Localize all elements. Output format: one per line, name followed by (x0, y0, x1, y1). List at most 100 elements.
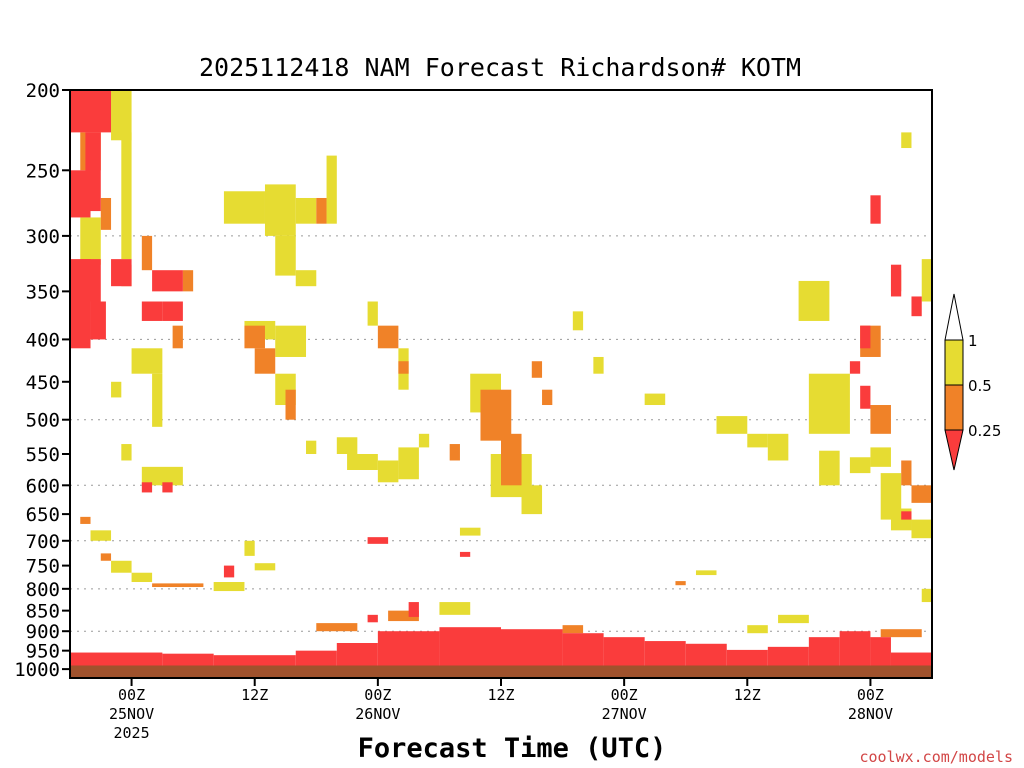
cell-ri-0-25-0-5-26 (911, 485, 932, 503)
cell-ri-0-25-28 (336, 643, 378, 666)
x-tick-label-36-0: 12Z (487, 686, 514, 704)
cell-ri-0-5-1-5 (152, 373, 163, 427)
cell-ri-0-5-1-25 (347, 453, 378, 470)
cell-ri-0-5-1-40 (767, 433, 789, 461)
cell-ri-0-25-33 (603, 637, 645, 666)
cell-ri-0-25-0-5-4 (100, 553, 112, 561)
y-tick-label-650: 650 (26, 504, 60, 526)
cell-ri-0-25-10 (141, 482, 153, 493)
y-tick-label-550: 550 (26, 444, 60, 466)
cell-ri-0-5-1-37 (644, 393, 666, 406)
cell-ri-0-5-1-24 (336, 437, 358, 454)
cell-ri-0-25-4 (80, 259, 101, 302)
cell-ri-0-25-5 (90, 301, 106, 340)
cell-ri-0-25-0-5-7 (141, 235, 153, 271)
cell-ri-0-25-25 (162, 653, 214, 666)
cell-ri-0-5-1-0 (111, 90, 132, 141)
cell-ri-0-5-1-54 (747, 625, 768, 634)
y-tick-label-950: 950 (26, 641, 60, 663)
cell-ri-0-25-20 (860, 325, 871, 349)
plot-area (69, 89, 933, 679)
cell-ri-0-25-0-5-20 (562, 625, 584, 634)
cell-ri-0-5-1-15 (264, 184, 296, 236)
cell-ri-0-5-1-46 (880, 473, 902, 520)
cell-ri-0-5-1-50 (921, 259, 932, 302)
cell-ri-0-5-1-20 (275, 325, 307, 357)
cell-ri-0-5-1-3 (131, 348, 163, 374)
cell-ri-0-5-1-10 (131, 572, 153, 583)
cell-ri-0-25-9 (162, 301, 183, 321)
cell-ri-0-25-40 (870, 637, 891, 666)
y-axis: 200 250 300 350 400 450 500 550 600 650 700 7508008… (14, 80, 70, 681)
cell-ri-0-25-0-5-25 (901, 460, 912, 486)
y-tick-label-750: 750 (26, 556, 60, 578)
cell-ri-0-5-1-39 (747, 433, 768, 448)
x-tick-label-72-0: 00Z (857, 686, 884, 704)
cell-ri-0-25-0-5-5 (172, 325, 183, 349)
y-tick-label-250: 250 (26, 160, 60, 182)
cell-ri-0-25-14 (367, 537, 389, 544)
y-tick-label-200: 200 (26, 80, 60, 102)
cell-ri-0-5-1-43 (819, 450, 840, 486)
cell-ri-0-5-1-14 (223, 191, 265, 224)
cell-ri-0-25-34 (644, 641, 686, 666)
cell-ri-0-5-1-41 (798, 280, 830, 321)
cell-ri-0-25-36 (726, 649, 768, 666)
cell-ri-0-25-0-5-29 (388, 610, 419, 622)
cell-ri-0-25-8 (152, 270, 183, 292)
cell-ri-0-25-0-5-19 (542, 389, 553, 406)
cell-ri-0-5-1-42 (808, 373, 850, 434)
cell-ri-0-25-6 (111, 259, 132, 287)
y-tick-label-400: 400 (26, 329, 60, 351)
y-tick-label-700: 700 (26, 531, 60, 553)
cell-ri-0-5-1-29 (367, 301, 378, 326)
cell-ri-0-5-1-52 (695, 570, 717, 576)
chart-title: 2025112418 NAM Forecast Richardson# KOTM (199, 53, 801, 82)
cell-ri-0-25-39 (839, 631, 871, 666)
cell-ri-0-5-1-36 (593, 356, 604, 374)
cell-ri-0-5-1-28 (418, 433, 430, 448)
cell-ri-0-5-1-26 (377, 460, 399, 483)
cell-ri-0-25-0-5-27 (880, 629, 922, 638)
cell-ri-0-5-1-11 (213, 582, 245, 592)
cell-ri-0-25-2 (70, 170, 91, 218)
cell-ri-0-25-0-5-21 (675, 581, 686, 586)
x-tick-label-60-0: 12Z (734, 686, 761, 704)
cell-ri-0-25-0 (70, 90, 112, 133)
cell-ri-0-25-24 (70, 652, 163, 666)
cell-ri-0-25-0-5-14 (398, 361, 409, 374)
cell-ri-0-5-1-13 (254, 563, 276, 571)
cell-ri-0-5-1-38 (716, 416, 748, 434)
cell-ri-0-5-1-53 (439, 602, 471, 615)
cell-ri-0-25-38 (808, 637, 840, 666)
cell-ri-0-25-26 (213, 655, 296, 666)
cell-ri-0-5-1-22 (306, 440, 317, 454)
cell-ri-0-25-22 (860, 385, 871, 409)
cell-ri-0-5-1-34 (459, 527, 481, 536)
cell-ri-0-5-1-16 (275, 235, 296, 276)
cell-ri-0-25-0-5-23 (870, 405, 891, 434)
cell-ri-0-5-1-35 (572, 311, 584, 331)
cell-ri-0-5-1-2 (80, 217, 101, 265)
cell-ri-0-25-0-5-18 (531, 361, 543, 378)
cell-ri-0-5-1-6 (141, 466, 183, 486)
cell-ri-0-25-15 (408, 602, 419, 617)
y-tick-label-350: 350 (26, 281, 60, 303)
legend: 1 0.5 0.25 (944, 293, 1001, 471)
y-tick-label-450: 450 (26, 372, 60, 394)
cell-ri-0-5-1-18 (326, 155, 337, 224)
x-tick-label-48-1: 27NOV (602, 705, 647, 723)
cell-ri-0-5-1-12 (244, 540, 255, 556)
cell-ri-0-25-0-5-6 (182, 270, 194, 292)
cell-ri-0-25-0-5-28 (316, 623, 358, 632)
y-tick-label-900: 900 (26, 621, 60, 643)
cell-ri-0-5-1-27 (398, 447, 419, 480)
cell-ri-0-25-23 (901, 511, 912, 520)
x-tick-label-0-1: 25NOV (109, 705, 154, 723)
x-tick-label-72-1: 28NOV (848, 705, 893, 723)
y-tick-label-600: 600 (26, 475, 60, 497)
cell-ri-0-25-11 (162, 482, 173, 493)
x-tick-label-48-0: 00Z (611, 686, 638, 704)
cell-ri-0-25-17 (870, 195, 881, 224)
